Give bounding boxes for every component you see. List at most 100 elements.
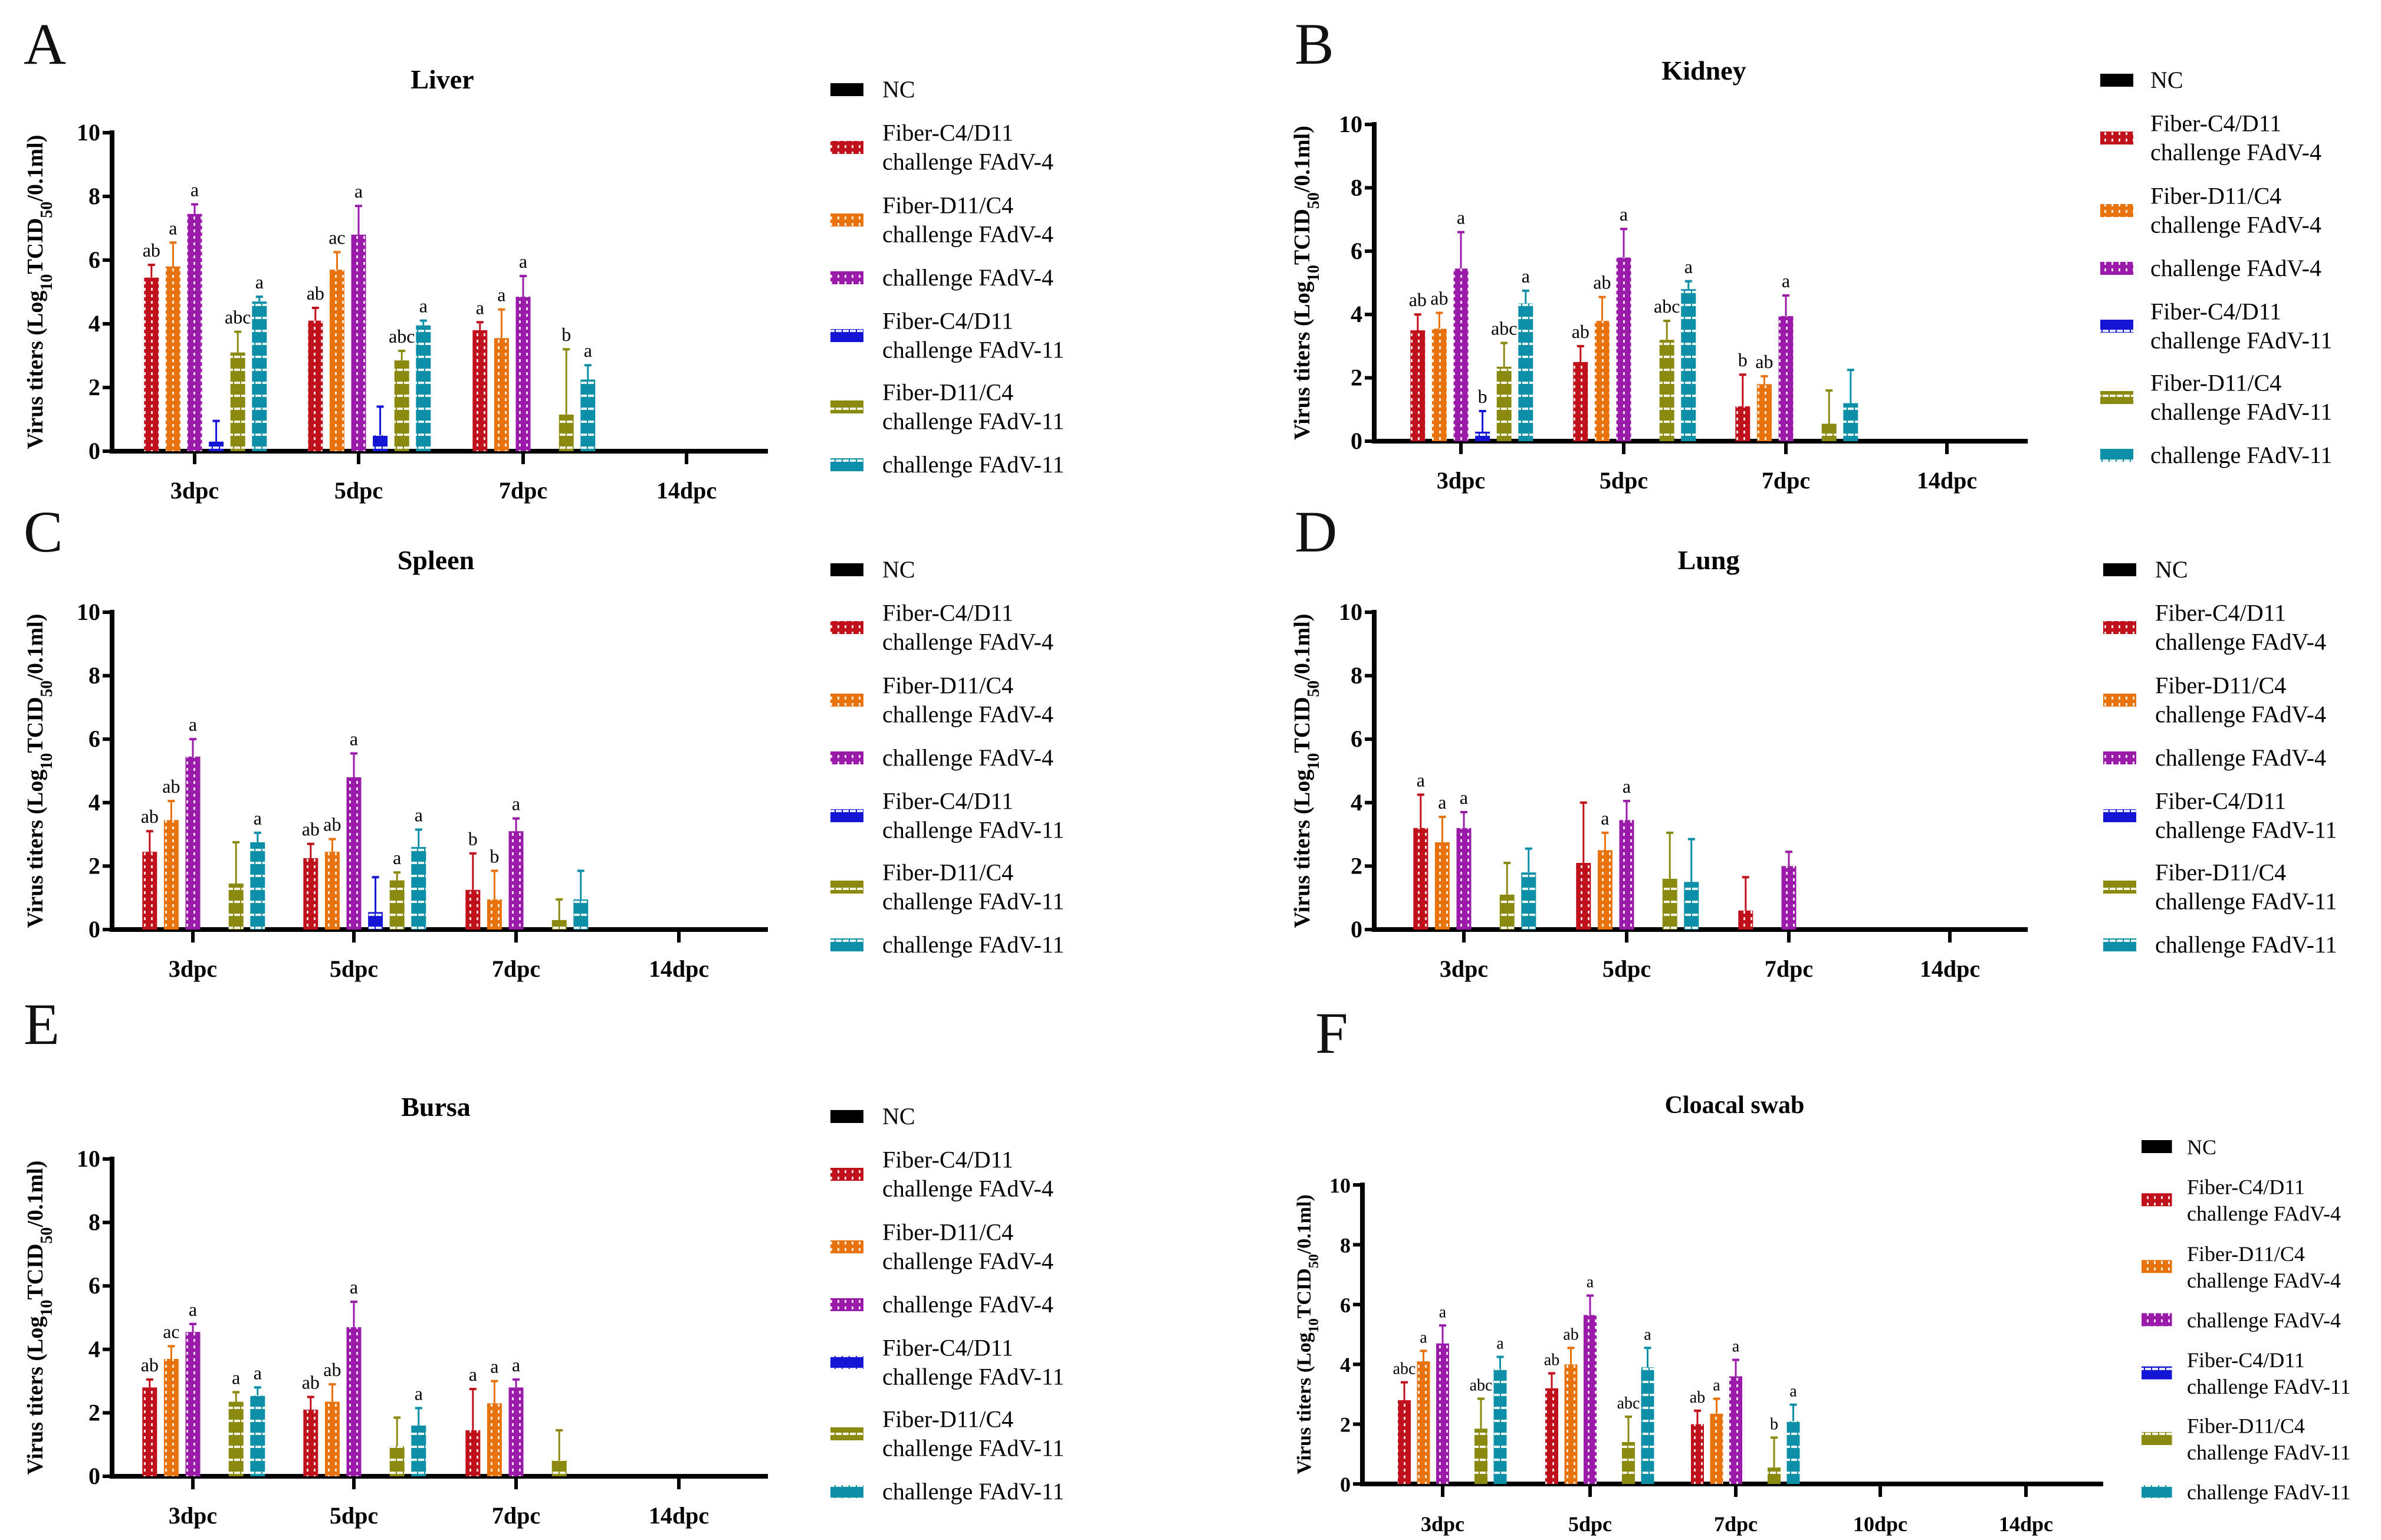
bar bbox=[1622, 1442, 1635, 1484]
significance-letter: a bbox=[254, 1362, 262, 1383]
bar bbox=[1641, 1367, 1654, 1484]
bar bbox=[308, 320, 323, 451]
legend-label: NC bbox=[882, 1103, 915, 1129]
x-tick-label: 3dpc bbox=[169, 1502, 217, 1529]
x-tick-label: 14dpc bbox=[656, 477, 717, 504]
legend-label: Fiber-D11/C4 bbox=[882, 192, 1013, 219]
legend-swatch bbox=[2142, 1193, 2172, 1207]
legend-item: challenge FAdV-11 bbox=[830, 451, 1064, 478]
legend-swatch bbox=[2103, 621, 2136, 634]
legend-item: NC bbox=[830, 1103, 915, 1129]
bar bbox=[1710, 1413, 1723, 1484]
legend-label: challenge FAdV-4 bbox=[882, 1248, 1053, 1275]
legend-label: challenge FAdV-11 bbox=[2187, 1441, 2351, 1465]
legend-label: challenge FAdV-4 bbox=[882, 221, 1053, 248]
y-label-subscript: 50 bbox=[38, 1227, 56, 1244]
bar bbox=[1456, 828, 1472, 930]
bar bbox=[351, 234, 366, 451]
significance-letter: b bbox=[468, 828, 478, 849]
legend-label: Fiber-D11/C4 bbox=[2150, 370, 2281, 396]
legend-label: Fiber-D11/C4 bbox=[882, 1406, 1013, 1433]
y-tick-label: 2 bbox=[88, 852, 100, 879]
bar bbox=[1474, 1429, 1487, 1484]
legend-swatch bbox=[2103, 881, 2136, 894]
x-tick-label: 14dpc bbox=[1999, 1512, 2053, 1536]
x-tick-label: 5dpc bbox=[1600, 467, 1648, 494]
y-tick-label: 4 bbox=[88, 310, 100, 337]
significance-letter: a bbox=[497, 284, 505, 306]
significance-letter: ab bbox=[1544, 1351, 1559, 1369]
legend-label: Fiber-C4/D11 bbox=[2150, 298, 2281, 325]
significance-letter: ab bbox=[141, 1354, 159, 1375]
y-label-text: Virus titers (Log bbox=[23, 291, 48, 449]
bar bbox=[1576, 863, 1591, 930]
bar bbox=[1619, 820, 1634, 930]
bar bbox=[573, 899, 589, 930]
legend-swatch bbox=[2100, 204, 2133, 217]
legend-label: challenge FAdV-4 bbox=[2155, 701, 2326, 728]
y-label-subscript: 10 bbox=[1306, 1318, 1322, 1332]
significance-letter: a bbox=[1623, 776, 1631, 797]
bar bbox=[303, 858, 318, 930]
y-label-text: TCID bbox=[23, 1244, 48, 1300]
bar bbox=[465, 889, 481, 930]
x-tick-label: 3dpc bbox=[169, 955, 217, 982]
significance-letter: abc bbox=[1470, 1377, 1493, 1395]
significance-letter: a bbox=[1439, 1303, 1447, 1321]
y-tick-label: 10 bbox=[77, 599, 100, 625]
chart-title: Bursa bbox=[401, 1092, 471, 1122]
bar bbox=[1436, 1343, 1449, 1484]
y-label-text: /0.1ml) bbox=[23, 135, 48, 202]
significance-letter: ab bbox=[1430, 288, 1448, 309]
y-tick-label: 2 bbox=[1340, 1413, 1351, 1437]
bar bbox=[1778, 316, 1794, 441]
significance-letter: ab bbox=[162, 776, 180, 797]
legend-swatch bbox=[2103, 938, 2136, 951]
legend-swatch bbox=[830, 1427, 863, 1440]
legend-label: Fiber-D11/C4 bbox=[2155, 672, 2286, 699]
y-axis-label: Virus titers (Log10TCID50/0.1ml) bbox=[1293, 1194, 1322, 1475]
x-tick-label: 14dpc bbox=[1920, 955, 1980, 982]
legend-label: Fiber-C4/D11 bbox=[882, 1147, 1013, 1173]
y-tick-label: 6 bbox=[1351, 725, 1362, 752]
x-tick-label: 3dpc bbox=[170, 477, 219, 504]
y-label-subscript: 50 bbox=[38, 681, 56, 697]
bar bbox=[1417, 1361, 1430, 1484]
significance-letter: a bbox=[1713, 1377, 1720, 1395]
y-tick-label: 10 bbox=[77, 119, 100, 146]
significance-letter: ab bbox=[1690, 1388, 1705, 1407]
bar bbox=[551, 1460, 567, 1476]
y-tick-label: 10 bbox=[77, 1145, 100, 1172]
x-tick-label: 7dpc bbox=[1765, 955, 1813, 982]
legend-label: challenge FAdV-11 bbox=[2155, 888, 2337, 915]
y-label-text: /0.1ml) bbox=[23, 614, 48, 681]
bar bbox=[346, 777, 362, 930]
legend-label: challenge FAdV-4 bbox=[882, 744, 1053, 771]
chart-title: Kidney bbox=[1661, 55, 1746, 86]
y-label-subscript: 10 bbox=[38, 1300, 56, 1316]
x-tick-label: 7dpc bbox=[1714, 1512, 1758, 1536]
legend-item: NC bbox=[2100, 67, 2183, 93]
bar bbox=[487, 1403, 502, 1476]
bar bbox=[250, 1395, 265, 1476]
legend-label: challenge FAdV-11 bbox=[2155, 931, 2337, 958]
legend-swatch bbox=[2100, 391, 2133, 404]
bar bbox=[1738, 910, 1753, 930]
significance-letter: ab bbox=[307, 283, 324, 304]
legend-item: challenge FAdV-11 bbox=[830, 931, 1064, 958]
legend-label: challenge FAdV-11 bbox=[2187, 1480, 2351, 1504]
bar bbox=[142, 1387, 157, 1476]
significance-letter: a bbox=[519, 251, 527, 272]
bar bbox=[1735, 406, 1751, 441]
bar bbox=[551, 920, 567, 930]
bar bbox=[373, 435, 388, 451]
